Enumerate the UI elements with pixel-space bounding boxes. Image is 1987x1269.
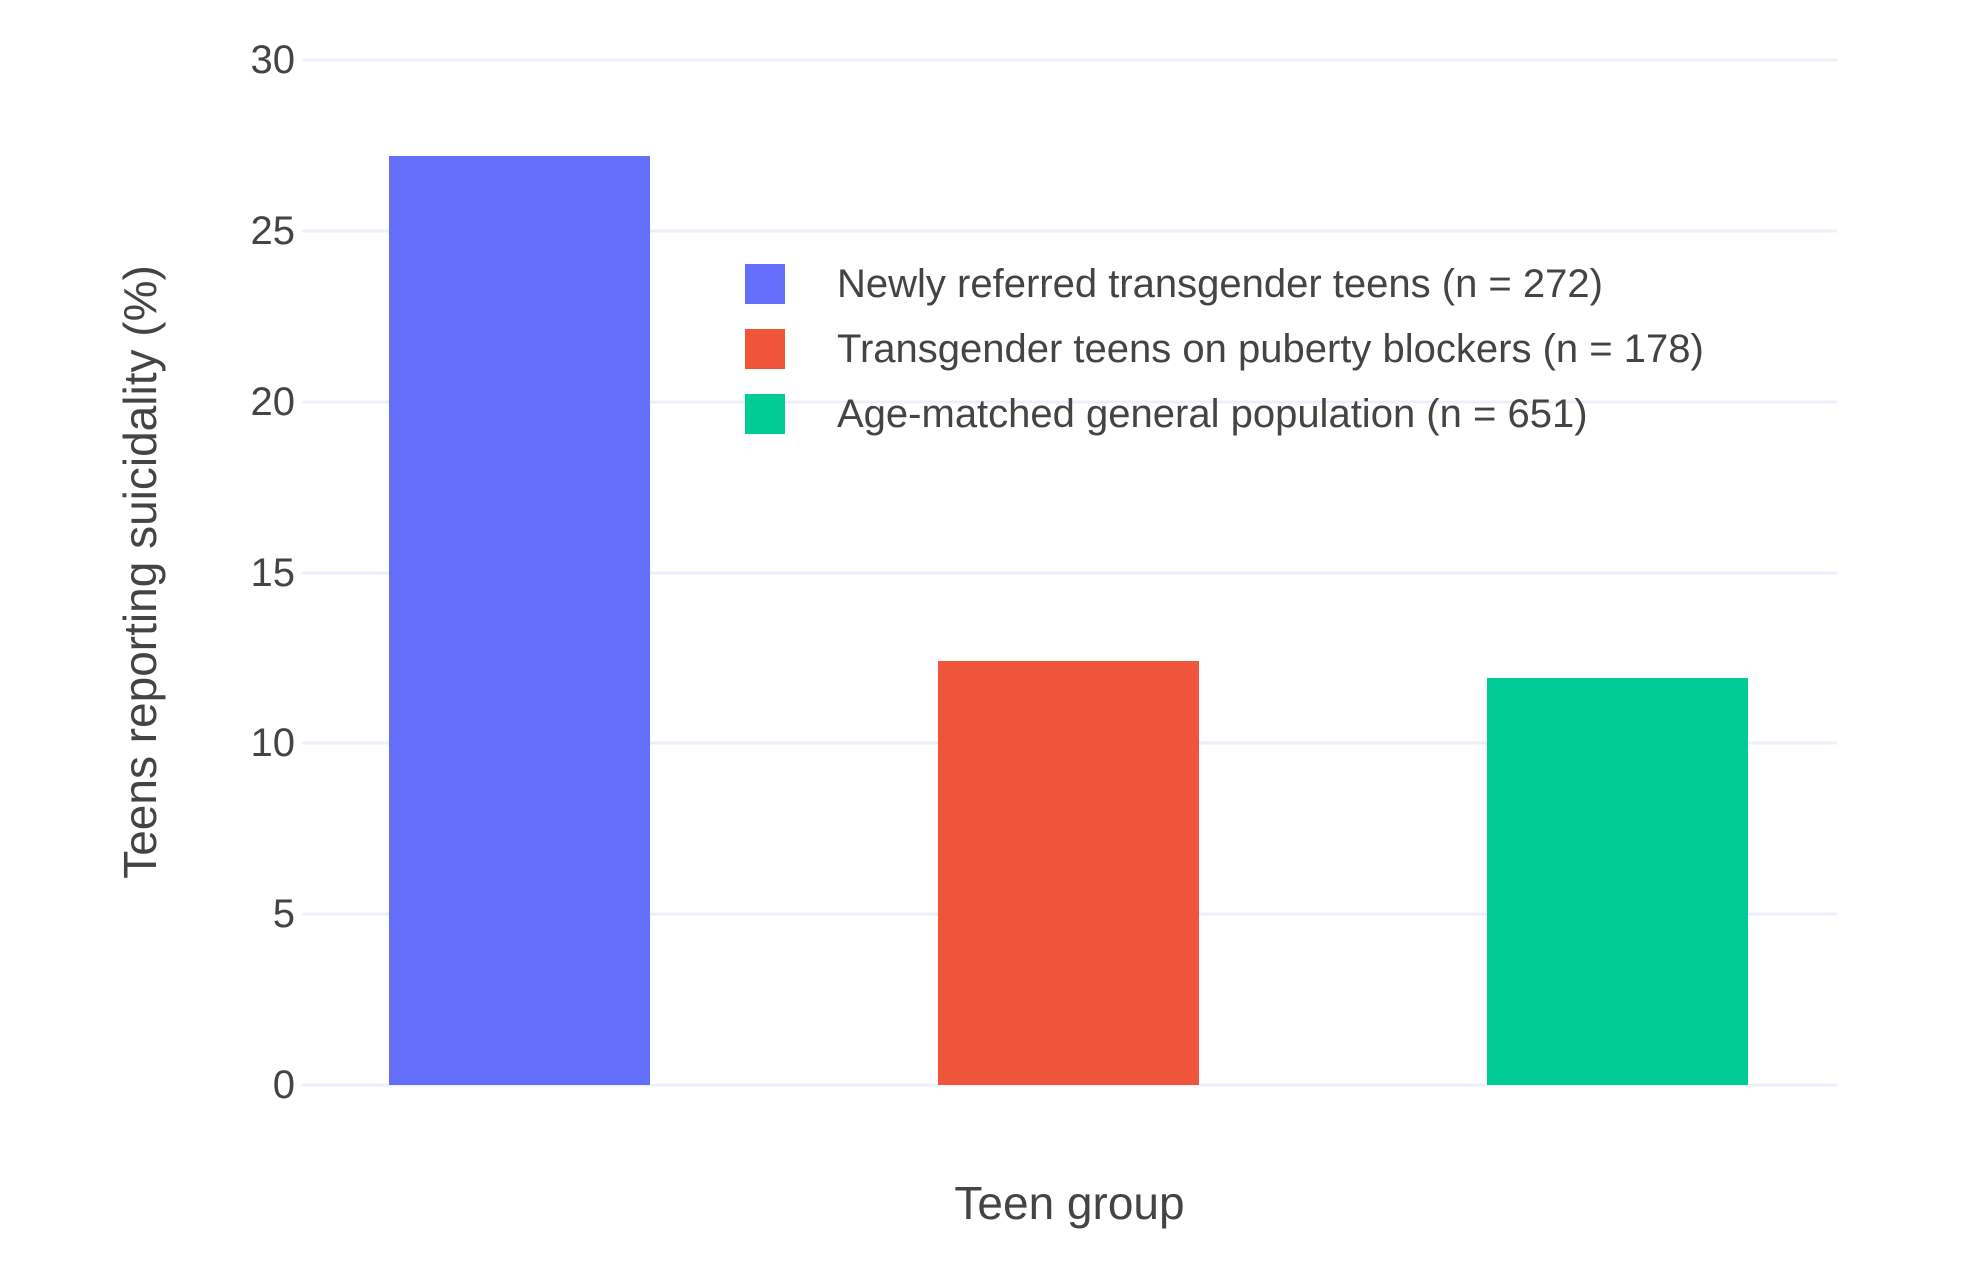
y-tick-label-30: 30 (250, 38, 296, 82)
plot-area (302, 58, 1837, 1087)
legend-item-general-population[interactable]: Age-matched general population (n = 651) (745, 381, 1704, 446)
legend-item-newly-referred[interactable]: Newly referred transgender teens (n = 27… (745, 251, 1704, 316)
gridline-y-0 (302, 1083, 1837, 1087)
legend-label: Transgender teens on puberty blockers (n… (837, 326, 1704, 371)
y-tick-label-20: 20 (250, 379, 296, 424)
bars (302, 60, 1837, 1085)
gridline-y-20 (302, 400, 1837, 404)
legend-swatch-blue (745, 263, 785, 304)
gridline-y-25 (302, 229, 1837, 233)
y-axis-tick-labels: 0 5 10 15 20 25 30 (0, 40, 296, 1105)
y-tick-label-25: 25 (250, 208, 296, 253)
bar-age-matched-general-population[interactable] (1487, 678, 1748, 1085)
y-tick-label-10: 10 (250, 721, 296, 766)
y-tick-label-15: 15 (250, 550, 296, 595)
gridline-y-30 (302, 58, 1837, 62)
y-tick-label-5: 5 (272, 892, 295, 937)
legend-label: Newly referred transgender teens (n = 27… (837, 261, 1603, 306)
legend-swatch-red (745, 328, 785, 369)
legend-item-puberty-blockers[interactable]: Transgender teens on puberty blockers (n… (745, 316, 1704, 381)
y-tick-label-0: 0 (272, 1063, 295, 1107)
legend-swatch-green (745, 393, 785, 434)
legend-label: Age-matched general population (n = 651) (837, 391, 1588, 436)
legend: Newly referred transgender teens (n = 27… (745, 251, 1704, 446)
bar-transgender-teens-on-puberty-blockers[interactable] (938, 661, 1199, 1085)
bar-newly-referred-transgender-teens[interactable] (389, 155, 650, 1085)
x-axis-title: Teen group (954, 1177, 1185, 1229)
gridline-y-15 (302, 571, 1837, 574)
